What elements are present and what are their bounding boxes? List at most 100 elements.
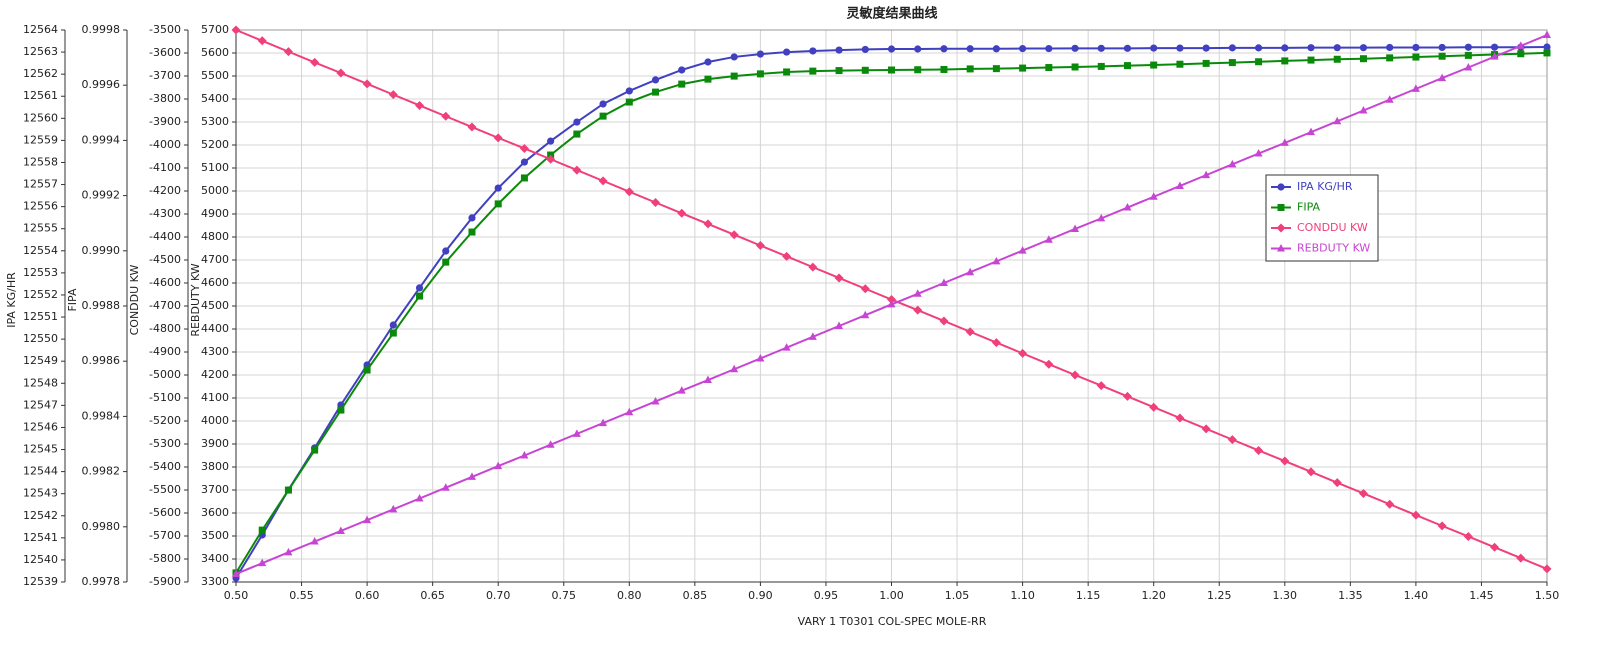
- data-point: [337, 406, 345, 414]
- data-point: [442, 258, 450, 266]
- y-tick-label: 0.9980: [82, 520, 121, 533]
- data-point: [1149, 402, 1159, 412]
- y-tick-label: 0.9978: [82, 575, 121, 588]
- y-tick-label: 5100: [201, 161, 229, 174]
- data-point: [468, 228, 476, 236]
- y-tick-label: -4100: [149, 161, 181, 174]
- data-point: [1385, 499, 1395, 509]
- data-point: [1438, 73, 1447, 82]
- data-point: [311, 446, 319, 454]
- data-point: [1277, 204, 1285, 211]
- legend-label: REBDUTY KW: [1297, 242, 1370, 255]
- data-point: [1517, 50, 1525, 58]
- y-tick-label: 5700: [201, 23, 229, 36]
- x-tick-label: 0.60: [355, 589, 380, 602]
- data-point: [1332, 478, 1342, 488]
- data-point: [1385, 95, 1394, 103]
- data-point: [1412, 43, 1420, 52]
- y-axis-title: CONDDU KW: [128, 265, 141, 336]
- y-tick-label: 4200: [201, 368, 229, 381]
- data-point: [1359, 106, 1368, 114]
- data-point: [677, 386, 686, 394]
- y-tick-label: 4700: [201, 253, 229, 266]
- data-point: [1123, 44, 1132, 52]
- data-point: [704, 58, 712, 66]
- y-tick-label: 12549: [23, 354, 58, 367]
- data-point: [493, 133, 503, 143]
- y-tick-label: 12542: [23, 509, 58, 522]
- data-point: [1176, 44, 1184, 52]
- y-tick-label: -5400: [149, 460, 181, 473]
- data-point: [1018, 246, 1027, 254]
- y-tick-label: 5500: [201, 69, 229, 82]
- data-point: [441, 111, 451, 121]
- data-point: [1281, 57, 1289, 65]
- data-point: [1254, 149, 1263, 157]
- x-tick-label: 1.20: [1141, 589, 1166, 602]
- y-tick-label: 12558: [23, 155, 58, 168]
- y-tick-label: 12541: [23, 531, 58, 544]
- y-tick-label: -3800: [149, 92, 181, 105]
- data-point: [1071, 63, 1079, 71]
- y-tick-label: 12563: [23, 45, 58, 58]
- y-tick-label: 12556: [23, 200, 58, 213]
- data-point: [756, 50, 765, 58]
- data-point: [729, 230, 739, 240]
- y-tick-label: 4300: [201, 345, 229, 358]
- y-tick-label: 4100: [201, 391, 229, 404]
- data-point: [389, 321, 397, 329]
- data-point: [835, 46, 843, 54]
- data-point: [939, 278, 948, 286]
- data-point: [860, 284, 870, 294]
- data-point: [520, 451, 529, 459]
- x-tick-label: 0.95: [814, 589, 839, 602]
- data-point: [1228, 44, 1236, 52]
- data-point: [861, 66, 869, 74]
- data-point: [940, 65, 948, 73]
- data-point: [992, 256, 1001, 265]
- data-point: [783, 48, 791, 56]
- data-point: [1307, 127, 1316, 136]
- data-point: [363, 366, 371, 374]
- data-point: [835, 321, 844, 330]
- data-point: [1176, 60, 1184, 68]
- data-point: [599, 418, 608, 427]
- data-point: [1307, 44, 1315, 52]
- y-tick-label: 12557: [23, 178, 58, 191]
- x-tick-label: 1.30: [1273, 589, 1298, 602]
- y-tick-label: 4000: [201, 414, 229, 427]
- y-tick-label: 3600: [201, 506, 229, 519]
- x-tick-label: 0.70: [486, 589, 511, 602]
- data-point: [547, 137, 555, 145]
- data-point: [1333, 55, 1341, 63]
- x-tick-label: 0.85: [683, 589, 708, 602]
- x-tick-label: 0.65: [420, 589, 445, 602]
- data-point: [782, 251, 792, 261]
- y-tick-label: 12550: [23, 332, 58, 345]
- data-point: [808, 332, 817, 340]
- y-tick-label: 3800: [201, 460, 229, 473]
- data-point: [1175, 413, 1185, 423]
- data-point: [1228, 159, 1237, 168]
- data-point: [624, 187, 634, 197]
- y-tick-label: 0.9988: [82, 299, 121, 312]
- data-point: [1202, 59, 1210, 67]
- x-tick-label: 1.50: [1535, 589, 1560, 602]
- data-point: [442, 247, 450, 255]
- data-point: [730, 72, 738, 80]
- data-point: [1096, 381, 1106, 391]
- data-point: [494, 461, 503, 470]
- data-point: [1201, 424, 1211, 434]
- data-point: [1516, 553, 1526, 563]
- data-point: [730, 53, 738, 61]
- data-point: [1254, 445, 1264, 455]
- data-point: [232, 569, 240, 577]
- legend-label: FIPA: [1297, 201, 1321, 214]
- y-tick-label: -5900: [149, 575, 181, 588]
- data-point: [1254, 44, 1263, 52]
- y-tick-label: -5700: [149, 529, 181, 542]
- y-tick-label: 12547: [23, 398, 58, 411]
- y-tick-label: 0.9990: [82, 244, 121, 257]
- y-tick-label: -5100: [149, 391, 181, 404]
- data-point: [1386, 43, 1394, 52]
